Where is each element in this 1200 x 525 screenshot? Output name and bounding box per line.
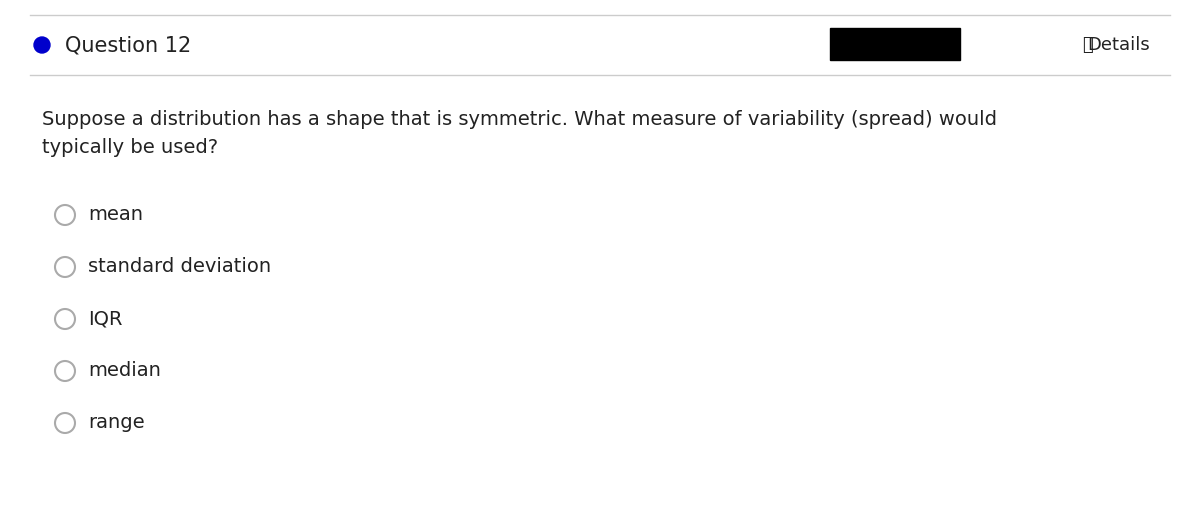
Text: range: range — [88, 414, 145, 433]
FancyBboxPatch shape — [830, 28, 960, 60]
Text: mean: mean — [88, 205, 143, 225]
Circle shape — [34, 37, 50, 53]
Text: median: median — [88, 362, 161, 381]
Text: typically be used?: typically be used? — [42, 138, 218, 157]
Text: standard deviation: standard deviation — [88, 257, 271, 277]
Text: Question 12: Question 12 — [65, 35, 191, 55]
Text: Details: Details — [1087, 36, 1150, 54]
Text: ⓘ: ⓘ — [1082, 36, 1093, 54]
Text: IQR: IQR — [88, 310, 122, 329]
Text: Suppose a distribution has a shape that is symmetric. What measure of variabilit: Suppose a distribution has a shape that … — [42, 110, 997, 129]
